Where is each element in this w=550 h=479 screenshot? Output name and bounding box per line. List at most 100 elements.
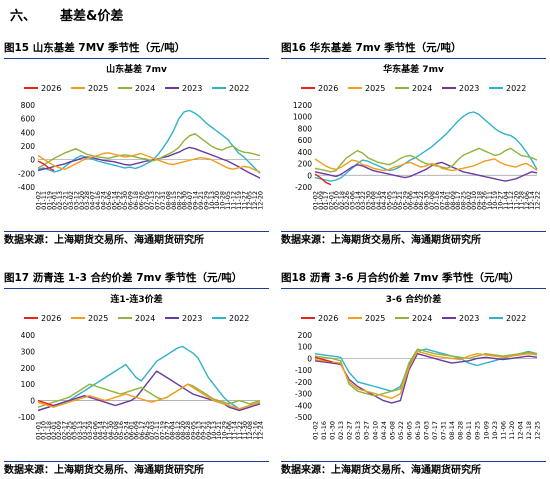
x-tick-label: 08-15 bbox=[170, 191, 178, 210]
section-title: 基差&价差 bbox=[60, 9, 124, 24]
source-rule bbox=[281, 231, 546, 232]
x-tick-label: 03-21 bbox=[81, 421, 89, 440]
series-line-2026 bbox=[37, 160, 55, 172]
y-tick-label: 0 bbox=[307, 171, 312, 180]
spread-1-3-chart: 连1-连3价差 2026 2025 2024 2023 2022 -100 0 100 200 30… bbox=[18, 293, 265, 440]
series-line-2022 bbox=[314, 111, 538, 182]
x-tick-label: 07-24 bbox=[438, 191, 446, 210]
figure-title: 图16 华东基差 7mv 季节性（元/吨） bbox=[281, 42, 462, 54]
series-line-2025 bbox=[314, 158, 538, 172]
y-tick-label: -200 bbox=[18, 169, 35, 178]
x-tick-label: 03-30 bbox=[364, 191, 372, 210]
legend-label: 2025 bbox=[365, 84, 385, 93]
x-tick-label: 12-04 bbox=[516, 421, 524, 440]
x-tick-label: 06-09 bbox=[127, 191, 135, 210]
x-tick-label: 04-30 bbox=[107, 421, 115, 440]
series-line-2023 bbox=[314, 352, 538, 404]
x-tick-label: 07-31 bbox=[440, 421, 448, 440]
x-tick-label: 10-27 bbox=[497, 191, 505, 210]
x-tick-label: 04-22 bbox=[102, 421, 110, 440]
x-tick-label: 11-20 bbox=[508, 421, 516, 440]
x-tick-label: 08-09 bbox=[449, 191, 457, 210]
x-tick-label: 03-12 bbox=[72, 191, 80, 210]
y-tick-label: 200 bbox=[298, 160, 313, 169]
x-tick-label: 05-24 bbox=[122, 421, 130, 440]
x-tick-label: 06-14 bbox=[412, 191, 420, 210]
x-tick-label: 01-18 bbox=[45, 421, 53, 440]
y-tick-label: 0 bbox=[30, 156, 35, 165]
x-tick-label: 06-06 bbox=[407, 191, 415, 210]
x-tick-label: 10-09 bbox=[482, 421, 490, 440]
x-tick-label: 09-26 bbox=[481, 191, 489, 210]
data-source: 数据来源：上海期货交易所、海通期货研究所 bbox=[281, 235, 481, 246]
y-tick-label: 0 bbox=[30, 397, 35, 406]
x-tick-label: 02-01 bbox=[51, 191, 59, 210]
legend-label: 2026 bbox=[41, 84, 61, 93]
section-number: 六、 bbox=[10, 9, 37, 24]
x-tick-label: 02-13 bbox=[337, 421, 345, 440]
y-tick-label: -200 bbox=[295, 183, 312, 192]
x-tick-label: 10-21 bbox=[215, 421, 223, 440]
x-tick-label: 12-20 bbox=[257, 191, 265, 210]
legend-label: 2025 bbox=[88, 84, 108, 93]
panel-fig17: 图17 沥青连 1-3 合约价差 7mv 季节性（元/吨） 连1-连3价差 202… bbox=[4, 270, 269, 478]
chart-area: 连1-连3价差 2026 2025 2024 2023 2022 -100 0 100 200 30… bbox=[4, 289, 269, 461]
x-tick-label: 08-17 bbox=[454, 191, 462, 210]
x-tick-label: 05-21 bbox=[396, 191, 404, 210]
x-tick-label: 02-26 bbox=[343, 191, 351, 210]
legend-label: 2024 bbox=[412, 84, 432, 93]
x-tick-label: 07-31 bbox=[159, 191, 167, 210]
x-tick-label: 11-05 bbox=[224, 191, 232, 210]
x-tick-label: 09-29 bbox=[205, 421, 213, 440]
series-line-2022 bbox=[37, 345, 261, 412]
y-tick-label: 200 bbox=[21, 142, 36, 151]
x-tick-label: 12-12 bbox=[251, 191, 259, 210]
x-tick-label: 06-17 bbox=[138, 421, 146, 440]
title-rule bbox=[281, 288, 546, 289]
x-tick-label: 11-30 bbox=[241, 421, 249, 440]
x-tick-label: 01-09 bbox=[317, 191, 325, 210]
x-tick-label: 01-02 bbox=[312, 421, 320, 440]
series-line-2023 bbox=[314, 161, 538, 182]
legend-label: 2022 bbox=[229, 84, 249, 93]
x-tick-label: 11-22 bbox=[236, 421, 244, 440]
x-tick-label: 06-18 bbox=[132, 191, 140, 210]
x-tick-label: 05-16 bbox=[117, 421, 125, 440]
series-line-2026 bbox=[314, 173, 332, 186]
x-tick-label: 04-07 bbox=[89, 191, 97, 210]
x-tick-label: 02-01 bbox=[327, 191, 335, 210]
x-tick-label: 06-25 bbox=[143, 421, 151, 440]
y-tick-label: 100 bbox=[298, 343, 313, 352]
x-tick-label: 08-30 bbox=[181, 191, 189, 210]
x-tick-label: 04-08 bbox=[370, 191, 378, 210]
x-tick-label: 11-19 bbox=[235, 191, 243, 210]
east-china-basis-chart: 华东基差 7mv 2026 2025 2024 2023 2022 -200 0 200 400 6… bbox=[293, 63, 542, 210]
x-tick-label: 04-06 bbox=[91, 421, 99, 440]
x-tick-label: 04-16 bbox=[375, 191, 383, 210]
x-tick-label: 11-12 bbox=[229, 191, 237, 210]
x-tick-label: 10-29 bbox=[220, 421, 228, 440]
x-tick-label: 08-20 bbox=[179, 421, 187, 440]
legend-label: 2024 bbox=[135, 84, 155, 93]
panel-fig16: 图16 华东基差 7mv 季节性（元/吨） 华东基差 7mv 2026 2025 20… bbox=[281, 40, 546, 248]
x-tick-label: 12-05 bbox=[246, 191, 254, 210]
y-tick-label: 200 bbox=[21, 364, 36, 373]
y-tick-label: 800 bbox=[21, 101, 36, 110]
x-tick-label: 02-18 bbox=[338, 191, 346, 210]
chart-title: 山东基差 7mv bbox=[106, 63, 167, 75]
x-tick-label: 02-09 bbox=[55, 421, 63, 440]
x-tick-label: 10-23 bbox=[491, 421, 499, 440]
y-tick-label: -100 bbox=[18, 413, 35, 422]
series-line-2024 bbox=[314, 147, 538, 173]
legend-label: 2022 bbox=[506, 314, 526, 323]
x-tick-label: 03-20 bbox=[78, 191, 86, 210]
x-tick-label: 02-25 bbox=[65, 421, 73, 440]
legend-label: 2026 bbox=[318, 84, 338, 93]
x-tick-label: 10-13 bbox=[208, 191, 216, 210]
x-tick-label: 07-05 bbox=[143, 191, 151, 210]
x-tick-label: 12-16 bbox=[251, 421, 259, 440]
x-tick-label: 11-27 bbox=[240, 191, 248, 210]
chart-title: 连1-连3价差 bbox=[110, 293, 162, 305]
x-tick-label: 07-11 bbox=[153, 421, 161, 440]
chart-title: 华东基差 7mv bbox=[383, 63, 444, 75]
